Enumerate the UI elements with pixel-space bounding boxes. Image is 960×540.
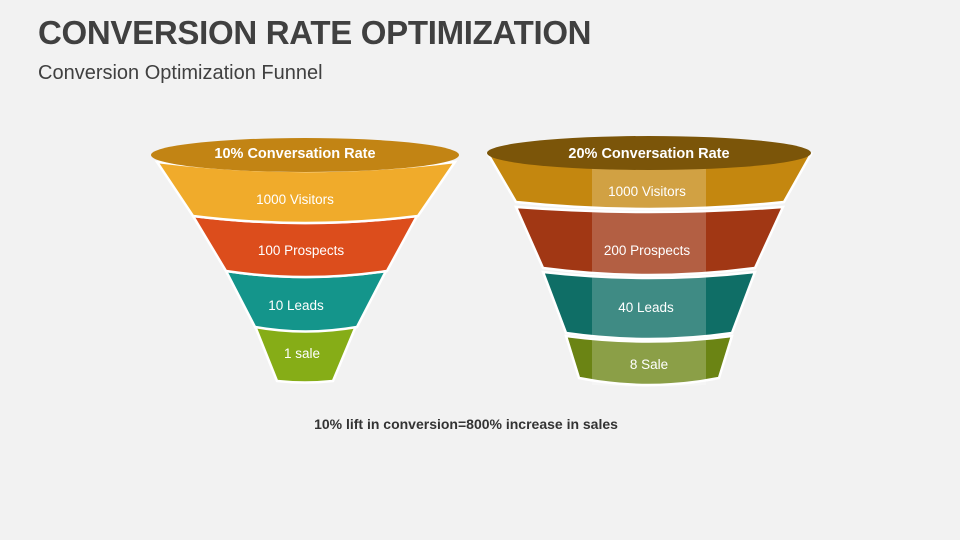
stage-label: 1 sale xyxy=(284,346,320,361)
page-subtitle: Conversion Optimization Funnel xyxy=(38,62,323,84)
page-title: CONVERSION RATE OPTIMIZATION xyxy=(38,14,592,51)
funnel-left: 1 sale 10 Leads 100 Prospects 1000 Visit… xyxy=(151,138,459,384)
stage-label: 8 Sale xyxy=(630,357,668,372)
funnel-right-header: 20% Conversation Rate xyxy=(487,136,811,170)
stage-label: 1000 Visitors xyxy=(608,184,686,199)
funnel-left-header: 10% Conversation Rate xyxy=(151,138,459,172)
funnel-left-stage-leads: 10 Leads xyxy=(223,269,389,333)
stage-label: 100 Prospects xyxy=(258,243,345,258)
funnel-right-stage-sale: 8 Sale xyxy=(564,334,734,387)
funnel-right-title: 20% Conversation Rate xyxy=(568,146,729,162)
funnel-right-stage-leads: 40 Leads xyxy=(541,270,757,341)
funnel-right: 8 Sale 40 Leads 200 Prospects 1000 Visit… xyxy=(485,136,814,387)
funnel-left-stage-sale: 1 sale xyxy=(252,324,359,384)
funnel-left-title: 10% Conversation Rate xyxy=(214,146,375,162)
stage-label: 10 Leads xyxy=(268,298,324,313)
funnel-left-stage-prospects: 100 Prospects xyxy=(190,214,420,279)
stage-label: 1000 Visitors xyxy=(256,192,334,207)
stage-label: 200 Prospects xyxy=(604,243,691,258)
stage-label: 40 Leads xyxy=(618,300,674,315)
footer-note: 10% lift in conversion=800% increase in … xyxy=(314,416,618,432)
funnel-right-stage-prospects: 200 Prospects xyxy=(514,205,786,277)
